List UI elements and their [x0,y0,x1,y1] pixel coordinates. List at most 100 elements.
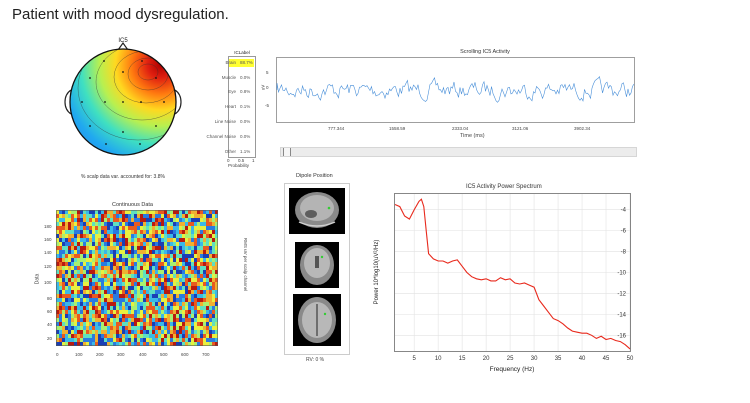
dipole-caption: RV: 0 % [306,357,325,363]
continuous-ytick: 160 [44,237,52,242]
iclabel-row-label: Muscle [221,75,236,80]
spectrum-ytick: -10 [617,271,626,277]
scrolling-ytick: 0 [266,85,269,90]
iclabel-row: Channel Noise 0.0% [206,133,264,142]
spectrum-xticks: 5 10 15 20 25 30 35 40 45 50 [413,356,634,362]
iclabel-row-value: 0.1% [240,104,251,109]
topomap-title: IC5 [118,38,128,44]
iclabel-row-value: 0.8% [240,89,251,94]
iclabel-panel: ICLabel Brain 88.7% Muscle 0.0% Eye 0.8%… [206,50,264,170]
iclabel-row-label: Heart [224,104,236,109]
spectrum-series-line [394,198,631,350]
head-outline [69,48,177,156]
spectrum-ytick: -14 [617,312,626,318]
continuous-xtick: 400 [139,352,147,357]
iclabel-row-value: 0.0% [240,134,251,139]
iclabel-row-value: 0.0% [240,75,251,80]
continuous-ytick: 100 [44,280,52,285]
spectrum-xtick: 35 [555,356,562,362]
mri-sagittal [289,188,345,234]
spectrum-ylabel: Power 10*log10(uV²/Hz) [374,240,380,305]
spectrum-ytick: -16 [617,333,626,339]
continuous-ytick: 60 [47,309,53,314]
mri-coronal [295,242,339,288]
nose-shape [117,41,129,51]
iclabel-row: Muscle 0.0% [208,74,264,83]
dipole-marker [323,312,327,316]
spectrum-xtick: 25 [507,356,514,362]
mri-slices [289,188,345,346]
iclabel-xtick: 0 [227,158,230,163]
iclabel-row-label: Line Noise [214,119,236,124]
iclabel-row: Brain 88.7% [208,59,264,68]
spectrum-xtick: 30 [531,356,538,362]
continuous-heatmap [56,210,218,346]
continuous-ytick: 120 [44,264,52,269]
scrolling-xtick: 3902.34 [574,126,591,131]
scrolling-xtick: 3121.06 [512,126,529,131]
continuous-title: Continuous Data [112,202,153,208]
spectrum-ytick: -6 [621,229,627,235]
iclabel-row-label: Other [224,149,236,154]
continuous-xtick: 300 [117,352,125,357]
iclabel-row-label: Brain [225,60,236,65]
topomap-caption: % scalp data var. accounted for: 3.8% [81,174,165,180]
scrolling-title: Scrolling IC5 Activity [460,49,510,55]
iclabel-row: Eye 0.8% [208,88,264,97]
iclabel-row-label: Channel Noise [206,134,236,139]
heatmap-cells [56,210,218,346]
spectrum-grid [395,194,631,351]
continuous-ytick: 180 [44,224,52,229]
scrollbar-thumb[interactable] [283,148,291,156]
spectrum-chart: 5 10 15 20 25 30 35 40 45 50 -4 -6 -8 -10 -12 -14 -16 F… [374,193,634,373]
spectrum-xtick: 50 [627,356,634,362]
scrolling-trace [276,76,635,103]
spectrum-xlabel: Frequency (Hz) [490,366,535,373]
continuous-xtick: 700 [202,352,210,357]
continuous-ytick: 40 [47,322,53,327]
continuous-xtick: 0 [56,352,59,357]
spectrum-ytick: -4 [621,208,627,214]
heatmap-frame [56,210,218,346]
rms-side-label: RMS uV per scalp channel [243,237,249,292]
scrolling-xtick: 777.344 [328,126,345,131]
iclabel-frame [228,56,256,158]
spectrum-xtick: 15 [459,356,466,362]
dipole-title: Dipole Position [296,173,333,179]
iclabel-row: Other 1.1% [208,148,264,157]
scrolling-xtick: 2333.04 [452,126,469,131]
dipole-marker [327,206,331,210]
continuous-xtick: 200 [96,352,104,357]
spectrum-title: IC5 Activity Power Spectrum [466,184,542,190]
left-ear [64,89,72,115]
spectrum-xtick: 10 [435,356,442,362]
iclabel-xtick: 1 [252,158,255,163]
right-ear [174,89,182,115]
electrode-dots [81,60,165,145]
spectrum-points [394,199,631,349]
iclabel-xlabel: Probability [228,163,250,168]
spectrum-xtick: 5 [413,356,417,362]
iclabel-row-value: 1.1% [240,149,251,154]
iclabel-row: Line Noise 0.0% [208,118,264,127]
spectrum-ytick: -8 [621,250,627,256]
iclabel-row-value: 0.0% [240,119,251,124]
spectrum-xtick: 40 [579,356,586,362]
iclabel-row: Heart 0.1% [208,103,264,112]
time-scrollbar[interactable] [280,147,637,157]
page-title: Patient with mood dysregulation. [12,6,229,23]
dipole-panel [284,183,350,355]
spectrum-yticks: -4 -6 -8 -10 -12 -14 -16 [617,208,626,340]
spectrum-xtick: 45 [603,356,610,362]
iclabel-title: ICLabel [234,50,250,55]
continuous-ytick: 140 [44,250,52,255]
continuous-xtick: 100 [75,352,83,357]
iclabel-row-label: Eye [228,89,236,94]
scrolling-ytick: -5 [265,103,270,108]
iclabel-row-value: 88.7% [240,60,253,65]
scalp-map [70,49,176,155]
spectrum-ytick: -12 [617,291,626,297]
continuous-ytick: 20 [47,336,53,341]
scrolling-xlabel: Time (ms) [460,133,485,139]
dipole-marker [320,255,324,259]
